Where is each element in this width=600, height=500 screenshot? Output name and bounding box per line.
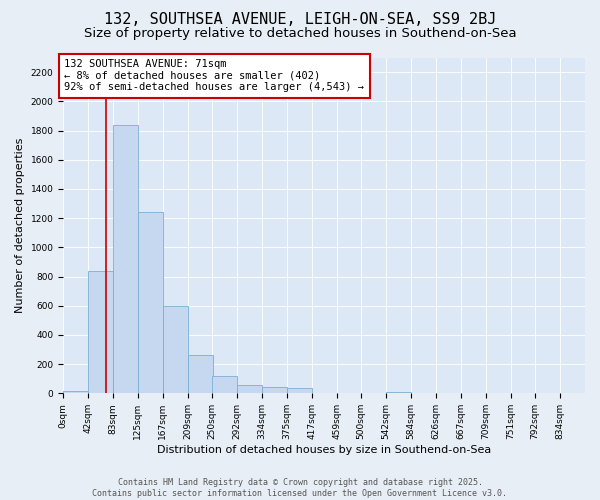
Text: Contains HM Land Registry data © Crown copyright and database right 2025.
Contai: Contains HM Land Registry data © Crown c… xyxy=(92,478,508,498)
Bar xyxy=(113,124,138,394)
Bar xyxy=(386,392,411,394)
Text: 132 SOUTHSEA AVENUE: 71sqm
← 8% of detached houses are smaller (402)
92% of semi: 132 SOUTHSEA AVENUE: 71sqm ← 8% of detac… xyxy=(64,59,364,92)
Bar xyxy=(212,376,237,394)
Text: Size of property relative to detached houses in Southend-on-Sea: Size of property relative to detached ho… xyxy=(83,28,517,40)
X-axis label: Distribution of detached houses by size in Southend-on-Sea: Distribution of detached houses by size … xyxy=(157,445,491,455)
Bar xyxy=(188,356,213,394)
Bar xyxy=(138,212,163,394)
Bar xyxy=(88,270,113,394)
Bar xyxy=(237,384,262,394)
Bar xyxy=(287,388,311,394)
Bar xyxy=(311,392,337,394)
Text: 132, SOUTHSEA AVENUE, LEIGH-ON-SEA, SS9 2BJ: 132, SOUTHSEA AVENUE, LEIGH-ON-SEA, SS9 … xyxy=(104,12,496,28)
Bar xyxy=(262,387,287,394)
Bar xyxy=(63,391,88,394)
Y-axis label: Number of detached properties: Number of detached properties xyxy=(15,138,25,313)
Bar xyxy=(163,306,188,394)
